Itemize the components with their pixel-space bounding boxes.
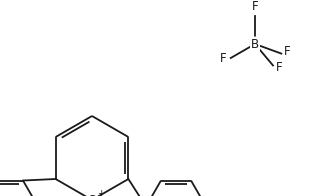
Text: F: F — [284, 45, 291, 58]
Text: +: + — [97, 190, 105, 196]
Text: F: F — [220, 52, 227, 64]
Text: F: F — [252, 1, 258, 14]
Text: B: B — [251, 37, 259, 51]
Text: O: O — [87, 193, 97, 196]
Text: F: F — [276, 61, 282, 74]
